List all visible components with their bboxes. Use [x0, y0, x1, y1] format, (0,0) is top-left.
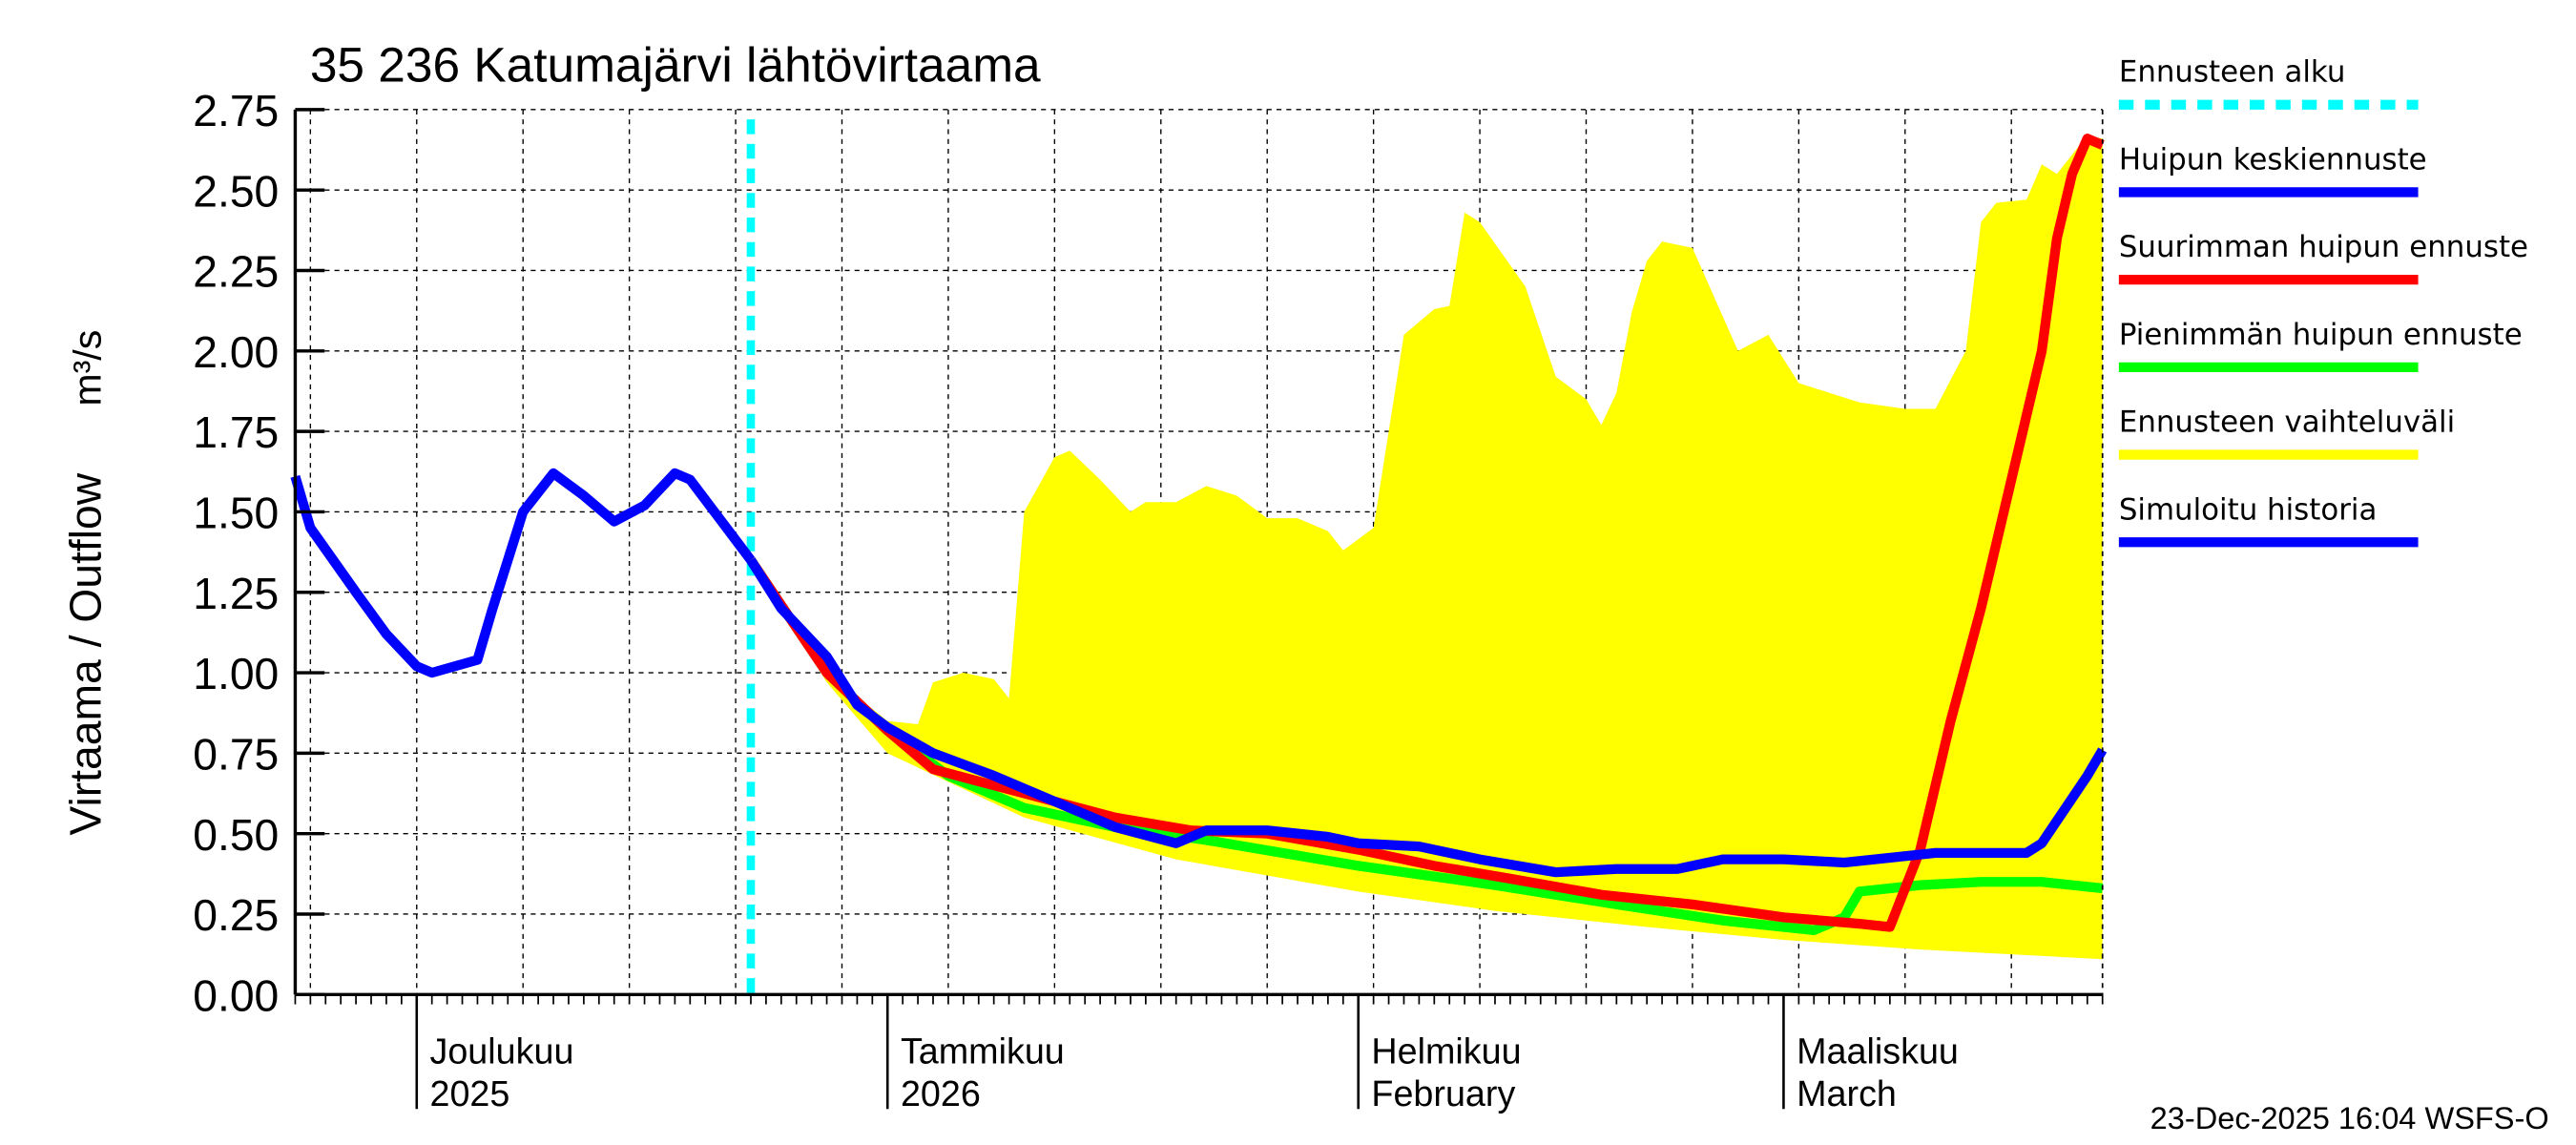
- legend-label: Ennusteen vaihteluväli: [2119, 406, 2455, 440]
- month-label: Tammikuu: [901, 1030, 1065, 1071]
- y-tick-label: 2.25: [193, 247, 279, 297]
- legend-label: Ennusteen alku: [2119, 55, 2346, 90]
- y-tick-label: 1.75: [193, 407, 279, 457]
- series-huipun-keskiennuste: [746, 557, 2108, 878]
- plot-area: [290, 119, 2108, 995]
- series-suurimman-huipun-ennuste: [746, 134, 2105, 932]
- y-axis-unit: m³/s: [65, 330, 109, 406]
- y-tick-label: 0.00: [193, 970, 279, 1020]
- chart-title: 35 236 Katumajärvi lähtövirtaama: [310, 37, 1041, 93]
- month-label-secondary: 2026: [901, 1073, 981, 1114]
- month-label-secondary: March: [1797, 1073, 1897, 1114]
- legend-label: Pienimmän huipun ennuste: [2119, 318, 2523, 352]
- legend-label: Suurimman huipun ennuste: [2119, 230, 2528, 264]
- y-axis-label: Virtaama / Outflow: [60, 472, 110, 835]
- y-tick-label: 0.25: [193, 890, 279, 940]
- month-label-secondary: 2025: [429, 1073, 509, 1114]
- month-label: Joulukuu: [429, 1030, 573, 1071]
- axes: 0.00 0.25 0.50 0.75 1.00 1.25 1.50 1.75 2.00 2.25…: [193, 86, 2104, 1114]
- month-label: Maaliskuu: [1797, 1030, 1959, 1071]
- forecast-range-band: [750, 135, 2103, 960]
- month-label-secondary: February: [1371, 1073, 1515, 1114]
- month-label: Helmikuu: [1371, 1030, 1521, 1071]
- legend-label: Huipun keskiennuste: [2119, 142, 2427, 177]
- y-tick-label: 2.50: [193, 166, 279, 216]
- y-tick-label: 0.75: [193, 729, 279, 779]
- y-tick-label: 0.50: [193, 810, 279, 860]
- y-tick-label: 1.00: [193, 649, 279, 698]
- y-tick-label: 2.75: [193, 86, 279, 135]
- y-tick-label: 2.00: [193, 327, 279, 377]
- series-simuloitu-historia: [290, 468, 756, 678]
- legend-label: Simuloitu historia: [2119, 492, 2378, 527]
- legend: Ennusteen alku Huipun keskiennuste Suurimm…: [2118, 55, 2528, 548]
- y-tick-label: 1.50: [193, 489, 279, 538]
- footer-timestamp: 23-Dec-2025 16:04 WSFS-O: [2150, 1101, 2549, 1135]
- y-tick-label: 1.25: [193, 569, 279, 618]
